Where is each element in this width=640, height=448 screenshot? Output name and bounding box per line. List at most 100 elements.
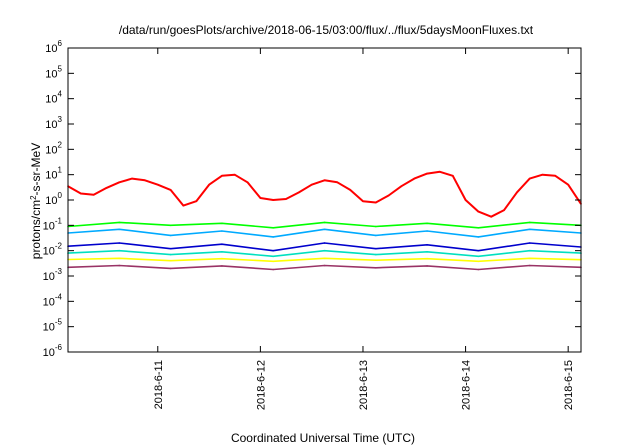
series-0-point	[208, 183, 210, 186]
y-tick-label: 105	[45, 64, 62, 80]
y-axis-ticks: 10-610-510-410-310-210-11001011021031041…	[43, 39, 581, 359]
series-0-point	[516, 191, 518, 194]
series-line-2	[67, 228, 582, 238]
series-6-point	[375, 267, 377, 269]
y-tick-label: 100	[45, 191, 62, 207]
y-tick-label: 106	[45, 39, 62, 55]
y-axis-label-suffix: -s-sr-MeV	[29, 143, 43, 196]
series-0-point	[298, 191, 300, 194]
series-0-point	[452, 175, 454, 177]
y-tick-exp: 1	[58, 166, 63, 175]
series-0-point	[464, 199, 467, 201]
series-0-point	[413, 177, 416, 180]
series-line-3	[67, 242, 582, 252]
x-axis-label: Coordinated Universal Time (UTC)	[231, 431, 415, 445]
series-0-point	[349, 189, 352, 191]
series-3-point	[528, 242, 531, 244]
series-0-point	[259, 197, 262, 199]
y-tick-label: 101	[45, 166, 62, 182]
series-4-point	[118, 249, 121, 252]
series-2-point	[221, 230, 223, 232]
y-tick-exp: 3	[58, 115, 63, 124]
series-0-point	[169, 189, 172, 191]
series-0-point	[92, 194, 95, 196]
y-tick-exp: -2	[55, 242, 63, 251]
series-6-point	[323, 264, 326, 267]
series-5-point	[477, 260, 480, 263]
series-4-point	[323, 249, 326, 252]
series-1-point	[375, 225, 377, 228]
series-layer	[67, 170, 582, 271]
series-5-point	[426, 257, 428, 260]
series-6-point	[118, 264, 121, 267]
series-2-point	[118, 228, 121, 231]
series-6-point	[221, 265, 223, 267]
series-4-point	[528, 249, 531, 252]
y-tick-exp: -4	[55, 292, 63, 301]
series-0-point	[323, 179, 326, 182]
y-tick-exp: 6	[58, 39, 63, 48]
series-5-point	[221, 257, 223, 260]
series-2-point	[169, 234, 172, 237]
series-0-point	[490, 215, 493, 218]
y-tick-base: 10	[45, 195, 57, 207]
series-0-point	[387, 194, 390, 197]
x-axis-ticks: 2018-6-11 2018-6-12 2018-6-13 2018-6-14 2018…	[153, 48, 575, 410]
y-tick-exp: 5	[58, 64, 63, 73]
series-0-point	[118, 181, 121, 184]
y-tick-label: 104	[45, 90, 62, 106]
series-2-point	[323, 228, 326, 231]
y-tick-label: 10-1	[43, 216, 63, 232]
series-1-point	[528, 221, 531, 224]
y-tick-base: 10	[43, 322, 55, 334]
series-2-point	[477, 236, 480, 238]
plot-frame	[67, 47, 582, 353]
chart-title: /data/run/goesPlots/archive/2018-06-15/0…	[119, 23, 534, 37]
series-2-point	[375, 234, 377, 237]
series-3-point	[477, 249, 480, 252]
y-tick-label: 10-6	[43, 343, 63, 359]
series-1-point	[221, 222, 223, 225]
series-3-point	[323, 242, 326, 244]
series-0-point	[182, 204, 185, 207]
series-0-point	[336, 181, 339, 184]
series-0-point	[157, 183, 159, 186]
y-tick-exp: -6	[55, 343, 63, 352]
y-tick-label: 10-2	[43, 242, 63, 258]
series-0-point	[131, 177, 133, 180]
y-tick-label: 10-3	[43, 267, 63, 283]
y-tick-exp: 0	[58, 191, 63, 200]
y-tick-exp: -5	[55, 318, 63, 327]
series-line-1	[67, 221, 582, 229]
y-tick-base: 10	[45, 68, 57, 80]
series-3-point	[375, 247, 377, 250]
y-tick-base: 10	[45, 170, 57, 182]
series-3-point	[272, 249, 275, 252]
series-1-point	[118, 221, 121, 224]
series-3-point	[221, 243, 223, 245]
series-0-point	[554, 175, 557, 177]
series-1-point	[272, 227, 275, 229]
y-tick-base: 10	[45, 43, 57, 55]
series-4-point	[169, 253, 172, 256]
series-1-point	[323, 221, 326, 224]
series-5-point	[528, 257, 531, 260]
x-tick-label: 2018-6-13	[358, 360, 370, 410]
series-3-point	[118, 242, 121, 244]
y-tick-exp: 2	[58, 140, 63, 149]
series-0-point	[362, 200, 364, 202]
series-5-point	[323, 257, 326, 260]
y-tick-label: 102	[45, 140, 62, 156]
series-6-point	[528, 264, 531, 267]
y-tick-label: 10-5	[43, 318, 63, 334]
y-tick-base: 10	[45, 119, 57, 131]
series-line-4	[67, 249, 582, 258]
y-tick-exp: -1	[55, 216, 63, 225]
series-0-point	[400, 185, 403, 187]
series-1-point	[477, 227, 480, 229]
series-0-point	[80, 192, 82, 195]
series-4-point	[375, 253, 377, 256]
series-3-point	[426, 244, 428, 246]
series-3-point	[169, 247, 172, 250]
